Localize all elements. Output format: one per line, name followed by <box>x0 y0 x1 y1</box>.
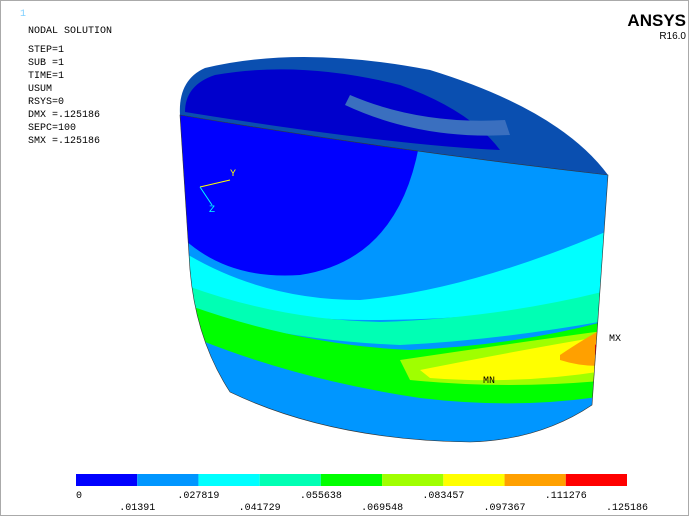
legend-label: .069548 <box>361 503 403 514</box>
legend-swatch <box>443 474 504 486</box>
legend-label: .027819 <box>177 491 219 502</box>
legend-label: .041729 <box>239 503 281 514</box>
legend-label: 0 <box>76 491 82 502</box>
legend-swatch <box>198 474 259 486</box>
info-line: TIME=1 <box>28 71 64 82</box>
brand-name: ANSYS <box>627 11 686 30</box>
brand-version: R16.0 <box>659 31 686 42</box>
legend-label: .01391 <box>119 503 155 514</box>
legend-label: .055638 <box>300 491 342 502</box>
axis-z-label: Z <box>209 205 215 216</box>
axis-y-label: Y <box>230 169 236 180</box>
legend-label: .083457 <box>422 491 464 502</box>
legend-swatch <box>137 474 198 486</box>
legend-label: .125186 <box>606 503 648 514</box>
page: 1 ANSYS R16.0 Y Z MX MN NODAL SOLUTION ST… <box>0 0 689 516</box>
legend-label: .111276 <box>545 491 587 502</box>
info-line: DMX =.125186 <box>28 110 100 121</box>
info-line: SEPC=100 <box>28 123 76 134</box>
legend-swatch <box>505 474 566 486</box>
info-line: RSYS=0 <box>28 97 64 108</box>
legend-swatch <box>321 474 382 486</box>
legend-swatch <box>566 474 627 486</box>
mn-label: MN <box>483 376 495 387</box>
info-line: SUB =1 <box>28 58 64 69</box>
info-line: STEP=1 <box>28 45 64 56</box>
legend-swatch <box>382 474 443 486</box>
info-line: SMX =.125186 <box>28 136 100 147</box>
mx-label: MX <box>609 334 621 345</box>
legend-label: .097367 <box>484 503 526 514</box>
legend-swatch <box>76 474 137 486</box>
window-number: 1 <box>20 9 26 20</box>
ansys-window: 1 ANSYS R16.0 Y Z MX MN NODAL SOLUTION ST… <box>0 0 689 516</box>
info-line: USUM <box>28 84 52 95</box>
legend-swatch <box>260 474 321 486</box>
info-line: NODAL SOLUTION <box>28 26 112 37</box>
